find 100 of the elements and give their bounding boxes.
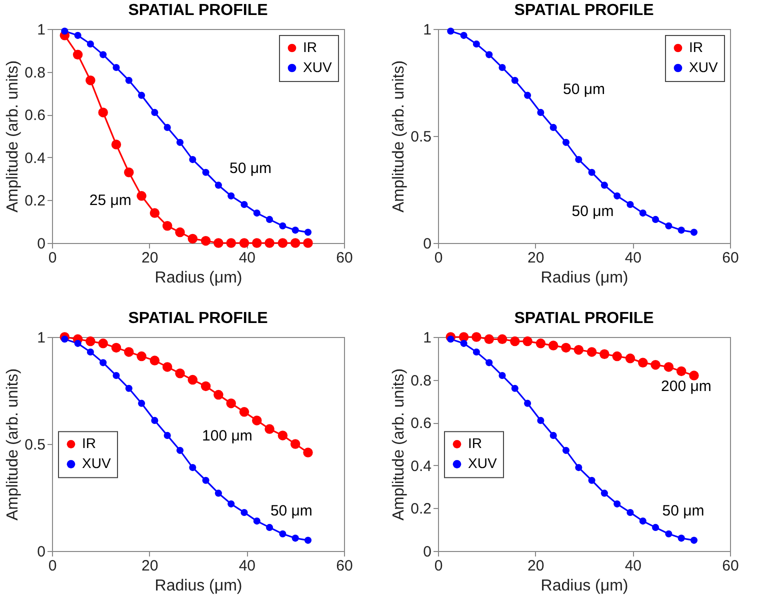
y-tick-label: 1 xyxy=(423,330,432,346)
chart-title: SPATIAL PROFILE xyxy=(128,310,268,327)
point xyxy=(600,182,608,189)
x-tick-label: 0 xyxy=(48,250,57,266)
x-tick-label: 60 xyxy=(722,558,739,574)
point xyxy=(524,400,532,407)
point xyxy=(625,354,636,364)
point xyxy=(202,476,210,484)
point xyxy=(175,227,185,238)
legend-label: XUV xyxy=(82,455,112,472)
x-tick-label: 40 xyxy=(238,250,256,266)
point xyxy=(639,210,646,217)
annotation: 50 μm xyxy=(563,80,605,98)
point xyxy=(112,64,120,72)
point xyxy=(253,210,260,217)
point xyxy=(689,370,699,380)
y-tick-label: 0.5 xyxy=(24,436,46,454)
point xyxy=(600,349,610,359)
point xyxy=(536,338,546,348)
point xyxy=(138,92,146,99)
point xyxy=(650,360,660,370)
y-tick-label: 0 xyxy=(423,236,432,252)
y-tick-label: 0.2 xyxy=(410,500,432,518)
legend-label: IR xyxy=(82,435,96,452)
point xyxy=(240,508,248,516)
point xyxy=(279,222,286,230)
point xyxy=(447,28,454,35)
point xyxy=(175,368,185,378)
point xyxy=(460,32,468,39)
point xyxy=(136,191,146,201)
y-tick-label: 0 xyxy=(37,544,46,560)
y-tick-label: 1 xyxy=(37,330,46,346)
point xyxy=(588,168,596,176)
y-tick-label: 0.4 xyxy=(24,150,46,167)
point xyxy=(486,359,493,366)
x-axis-title: Radius (μm) xyxy=(154,578,242,594)
point xyxy=(266,216,274,223)
point xyxy=(279,530,286,538)
point xyxy=(575,464,582,472)
point xyxy=(664,362,674,372)
point xyxy=(202,168,210,176)
point xyxy=(626,200,634,208)
point xyxy=(86,40,94,48)
point xyxy=(264,238,274,248)
point xyxy=(562,138,570,146)
x-tick-label: 60 xyxy=(722,250,739,266)
point xyxy=(61,336,68,343)
y-tick-label: 0 xyxy=(423,544,432,560)
point xyxy=(214,238,224,248)
point xyxy=(239,407,250,417)
legend-label: IR xyxy=(689,39,703,55)
point xyxy=(537,416,544,424)
legend-label: XUV xyxy=(303,59,332,75)
point xyxy=(472,40,480,48)
legend-label: XUV xyxy=(468,455,498,472)
x-tick-label: 40 xyxy=(624,558,642,574)
point xyxy=(214,182,222,189)
x-tick-label: 20 xyxy=(141,558,158,574)
point xyxy=(200,381,211,392)
point xyxy=(472,332,482,342)
point xyxy=(304,536,312,544)
point xyxy=(138,400,146,407)
y-tick-label: 1 xyxy=(37,22,46,38)
point xyxy=(665,530,672,538)
point xyxy=(614,500,621,508)
point xyxy=(136,351,146,362)
y-tick-label: 0.2 xyxy=(24,192,46,210)
point xyxy=(690,536,698,544)
point xyxy=(61,28,68,35)
point xyxy=(511,76,518,84)
point xyxy=(460,340,468,347)
point xyxy=(574,344,584,355)
point xyxy=(176,138,184,146)
point xyxy=(303,448,313,458)
point xyxy=(614,192,621,200)
point xyxy=(150,356,160,366)
point xyxy=(125,384,132,392)
chart-title: SPATIAL PROFILE xyxy=(514,310,654,327)
point xyxy=(652,216,660,223)
point xyxy=(188,374,198,385)
point xyxy=(124,347,134,357)
point xyxy=(290,439,300,449)
point xyxy=(72,50,83,60)
chart-title: SPATIAL PROFILE xyxy=(514,2,654,19)
point xyxy=(98,108,108,118)
y-axis-title: Amplitude (arb. units) xyxy=(4,368,22,521)
point xyxy=(303,238,313,248)
point xyxy=(665,222,672,230)
y-tick-label: 0.5 xyxy=(410,128,432,146)
chart-title: SPATIAL PROFILE xyxy=(128,2,268,19)
point xyxy=(278,238,288,248)
annotation: 200 μm xyxy=(661,378,712,396)
legend-label: IR xyxy=(303,39,317,55)
point xyxy=(550,432,557,439)
x-axis-title: Radius (μm) xyxy=(540,270,628,286)
y-tick-label: 0.8 xyxy=(410,372,432,390)
x-tick-label: 60 xyxy=(336,558,353,574)
x-axis-title: Radius (μm) xyxy=(540,578,628,594)
point xyxy=(150,208,160,218)
point xyxy=(86,336,96,346)
